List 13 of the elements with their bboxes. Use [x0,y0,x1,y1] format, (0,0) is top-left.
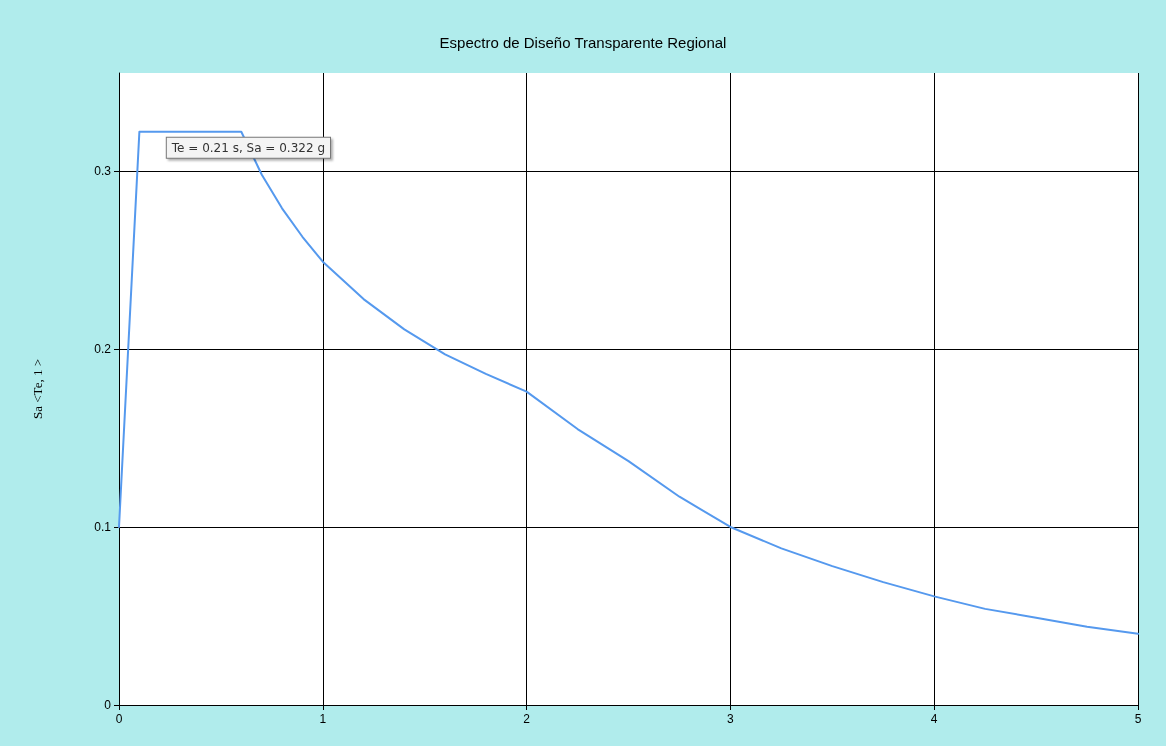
x-tick-label: 4 [930,712,938,726]
chart-title: Espectro de Diseño Transparente Regional [439,34,727,51]
y-tick-label: 0.3 [94,163,112,178]
x-tick-label: 0 [115,712,123,726]
y-axis-title: Sa <Te, 1 > [30,359,45,419]
x-tick-label: 2 [523,712,531,726]
x-tick-label: 3 [727,712,735,726]
y-tick-label: 0.2 [94,341,112,356]
annotation: Te = 0.21 s, Sa = 0.322 g [170,140,326,155]
x-tick-label: 1 [319,712,327,726]
y-tick-label: 0 [104,698,112,712]
y-tick-label: 0.1 [94,519,112,534]
x-tick-label: 5 [1134,712,1142,726]
